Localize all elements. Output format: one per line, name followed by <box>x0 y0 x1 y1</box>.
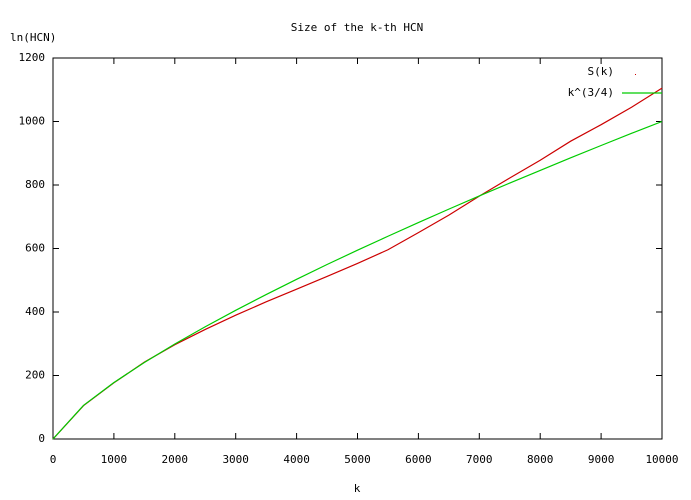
x-tick-label: 10000 <box>645 453 678 466</box>
chart-title: Size of the k-th HCN <box>291 21 423 34</box>
y-tick-label: 1000 <box>19 115 46 128</box>
y-tick-label: 400 <box>25 305 45 318</box>
y-tick-label: 600 <box>25 242 45 255</box>
y-axis-label: ln(HCN) <box>10 31 56 44</box>
x-tick-label: 1000 <box>101 453 128 466</box>
x-tick-label: 6000 <box>405 453 432 466</box>
legend-label: k^(3/4) <box>568 86 614 99</box>
x-tick-label: 2000 <box>162 453 189 466</box>
legend-label: S(k) <box>588 65 615 78</box>
x-tick-label: 4000 <box>283 453 310 466</box>
x-tick-label: 0 <box>50 453 57 466</box>
legend-marker <box>635 74 636 75</box>
y-tick-label: 1200 <box>19 51 46 64</box>
x-tick-label: 9000 <box>588 453 615 466</box>
x-tick-label: 7000 <box>466 453 493 466</box>
y-tick-label: 800 <box>25 178 45 191</box>
x-tick-label: 5000 <box>344 453 371 466</box>
x-tick-label: 3000 <box>222 453 249 466</box>
y-tick-label: 0 <box>38 432 45 445</box>
y-tick-label: 200 <box>25 369 45 382</box>
x-axis-label: k <box>354 482 361 495</box>
x-tick-label: 8000 <box>527 453 554 466</box>
series-line <box>52 120 663 440</box>
